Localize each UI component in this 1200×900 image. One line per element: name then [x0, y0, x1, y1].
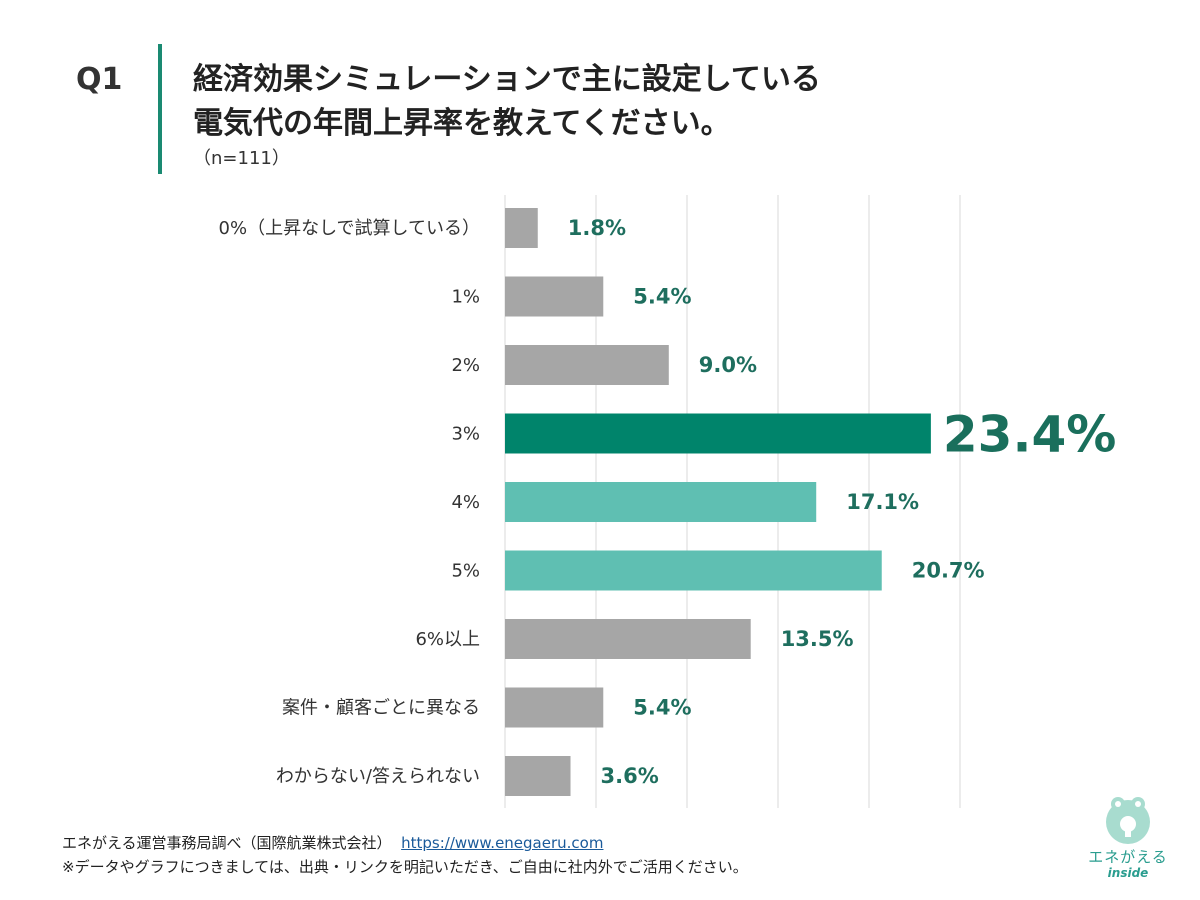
data-label: 17.1%: [846, 490, 919, 514]
data-label: 5.4%: [633, 285, 691, 309]
category-label: 1%: [451, 287, 480, 308]
brand-logo: エネがえる inside: [1088, 790, 1168, 890]
frog-bulb-icon: [1106, 797, 1150, 844]
footer-source-line: エネがえる運営事務局調べ（国際航業株式会社） https://www.enega…: [62, 832, 603, 853]
bar: [505, 413, 931, 454]
category-label: 案件・顧客ごとに異なる: [282, 698, 480, 719]
title-line-1: 経済効果シミュレーションで主に設定している: [193, 62, 821, 97]
data-label: 1.8%: [568, 216, 626, 240]
data-label: 3.6%: [601, 764, 659, 788]
bar: [505, 756, 571, 796]
bar: [505, 550, 882, 591]
data-label: 23.4%: [943, 406, 1116, 464]
footer-link[interactable]: https://www.enegaeru.com: [401, 834, 604, 852]
question-number: Q1: [76, 62, 123, 97]
footer-source: エネがえる運営事務局調べ（国際航業株式会社）: [62, 834, 392, 852]
data-label: 9.0%: [699, 353, 757, 377]
data-label: 13.5%: [781, 627, 854, 651]
bar: [505, 619, 751, 659]
category-label: 2%: [451, 355, 480, 376]
page-title: 経済効果シミュレーションで主に設定している 電気代の年間上昇率を教えてください。: [193, 58, 953, 146]
category-label: わからない/答えられない: [276, 766, 480, 787]
sample-size: （n=111）: [193, 148, 290, 169]
bar: [505, 687, 604, 728]
logo-text: エネがえる: [1088, 848, 1168, 866]
category-label: 0%（上昇なしで試算している）: [219, 218, 480, 239]
footer-note: ※データやグラフにつきましては、出典・リンクを明記いただき、ご自由に社内外でご活…: [62, 858, 748, 876]
category-label: 6%以上: [415, 629, 480, 650]
title-line-2: 電気代の年間上昇率を教えてください。: [193, 106, 731, 141]
category-label: 5%: [451, 561, 480, 582]
data-label: 20.7%: [912, 559, 985, 583]
logo-sub: inside: [1107, 866, 1149, 880]
title-accent-bar: [158, 44, 162, 174]
bar: [505, 208, 538, 248]
data-label: 5.4%: [633, 696, 691, 720]
category-label: 4%: [451, 492, 480, 513]
category-label: 3%: [451, 424, 480, 445]
bar: [505, 482, 817, 522]
bar: [505, 345, 669, 385]
bar: [505, 276, 604, 317]
